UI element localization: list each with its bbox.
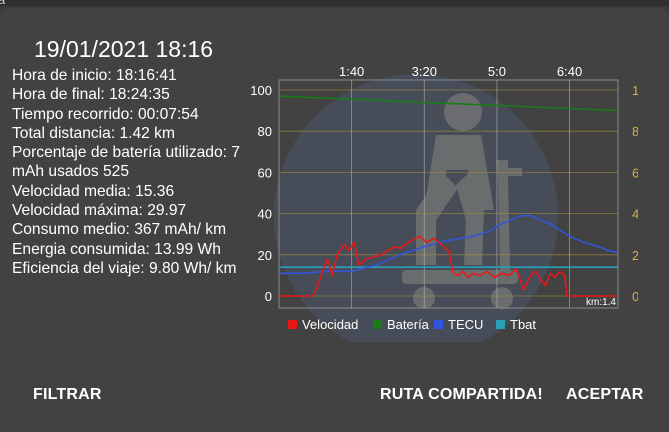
legend-label: Tbat	[510, 317, 536, 332]
y-tick-label-right: 20	[632, 248, 638, 263]
stat-trip-efficiency: Eficiencia del viaje: 9.80 Wh/ km	[12, 259, 237, 277]
shared-route-button[interactable]: RUTA COMPARTIDA!	[380, 386, 543, 403]
status-strip	[0, 0, 669, 6]
chart-series	[278, 95, 619, 297]
x-top-tick-label: 1:40	[339, 64, 364, 79]
stat-start-time: Hora de inicio: 18:16:41	[12, 67, 177, 84]
y-tick-label-left: 40	[258, 207, 272, 222]
stat-energy-consumed: Energia consumida: 13.99 Wh	[12, 240, 221, 258]
window-title-fragment: a	[0, 0, 5, 7]
y-tick-label-right: 0	[632, 289, 638, 304]
accept-button[interactable]: ACEPTAR	[566, 386, 644, 403]
filter-button[interactable]: FILTRAR	[33, 386, 102, 403]
x-top-tick-label: 6:40	[557, 64, 582, 79]
chart-grid	[278, 79, 619, 309]
legend-swatch	[434, 320, 443, 329]
x-end-label: km:1.4	[586, 297, 616, 308]
stat-end-time: Hora de final: 18:24:35	[12, 86, 170, 104]
stat-battery-used: Porcentaje de batería utilizado: 7	[12, 144, 240, 162]
stat-mah-used: mAh usados 525	[12, 163, 130, 181]
chart-labels: 100 100 80 80 60 60 40 40 20 20 0 0 1:40 3:20 5:0 6:40 k…	[250, 64, 638, 308]
legend-swatch	[373, 320, 382, 329]
stat-total-distance: Total distancia: 1.42 km	[12, 124, 175, 142]
scooter-watermark-icon	[274, 74, 558, 342]
stat-elapsed-time: Tiempo recorrido: 00:07:54	[12, 105, 199, 123]
y-tick-label-left: 60	[258, 165, 272, 180]
trip-summary-dialog	[0, 8, 669, 432]
trip-date-title: 19/01/2021 18:16	[34, 36, 214, 62]
legend-label: Velocidad	[302, 317, 358, 332]
stat-avg-consumption: Consumo medio: 367 mAh/ km	[12, 221, 227, 239]
legend-swatch	[496, 320, 505, 329]
x-top-tick-label: 5:0	[488, 64, 506, 79]
series-line-velocidad	[279, 235, 618, 297]
y-tick-label-left: 20	[258, 248, 272, 263]
stat-avg-speed: Velocidad media: 15.36	[12, 182, 175, 200]
legend-label: TECU	[448, 317, 483, 332]
legend-label: Batería	[387, 317, 430, 332]
y-tick-label-right: 40	[632, 207, 638, 222]
y-tick-label-right: 60	[632, 165, 638, 180]
series-line-batera	[278, 95, 619, 112]
series-line-tecu	[279, 214, 619, 275]
legend-swatch	[288, 320, 297, 329]
y-tick-label-right: 100	[632, 83, 638, 98]
y-tick-label-left: 100	[250, 83, 272, 98]
stat-max-speed: Velocidad máxima: 29.97	[12, 202, 187, 220]
y-tick-label-left: 0	[265, 289, 272, 304]
chart-legend: Velocidad Batería TECU Tbat	[288, 317, 536, 332]
y-tick-label-right: 80	[632, 124, 638, 139]
y-tick-label-left: 80	[258, 124, 272, 139]
trip-chart: 100 100 80 80 60 60 40 40 20 20 0 0 1:40 3:20 5:0 6:40 k…	[250, 64, 638, 342]
plot-frame	[278, 79, 619, 309]
trip-stats-list: Hora de inicio: 18:16:41 Hora de final: …	[12, 66, 244, 278]
x-top-tick-label: 3:20	[412, 64, 437, 79]
